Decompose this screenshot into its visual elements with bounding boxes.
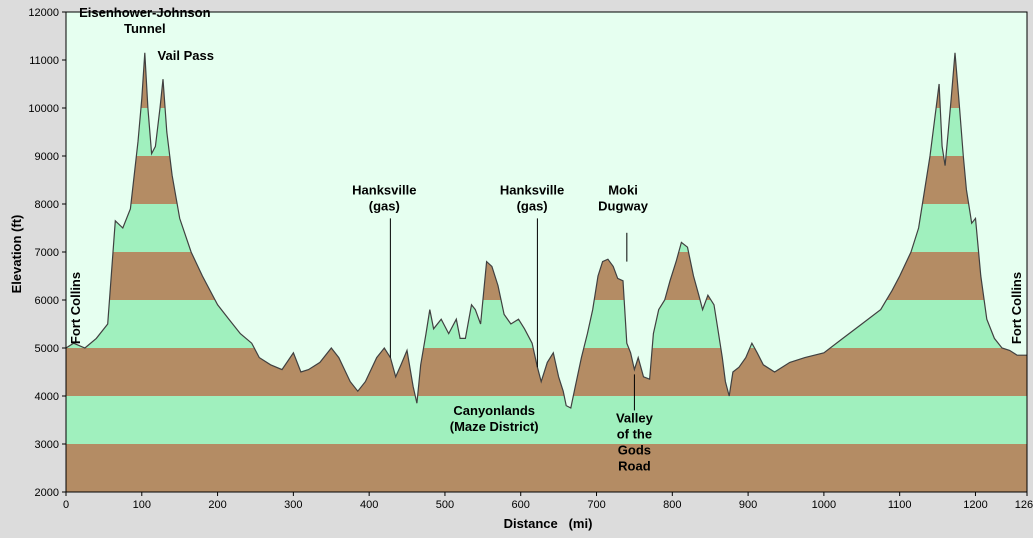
- x-tick-label: 1268: [1015, 499, 1033, 511]
- elevation-profile-line: [65, 52, 1027, 409]
- x-tick-label: 1200: [963, 499, 987, 511]
- annotation-label: Moki Dugway: [598, 182, 649, 213]
- x-tick-label: 100: [133, 499, 151, 511]
- y-tick-label: 4000: [35, 391, 59, 403]
- x-tick-label: 400: [360, 499, 378, 511]
- annotation-label: Canyonlands (Maze District): [450, 403, 539, 434]
- x-tick-label: 1100: [888, 499, 912, 511]
- annotation-label: Fort Collins: [68, 272, 83, 344]
- y-tick-label: 12000: [28, 7, 59, 19]
- x-tick-label: 800: [663, 499, 681, 511]
- x-tick-label: 700: [587, 499, 605, 511]
- x-tick-label: 200: [208, 499, 226, 511]
- y-tick-label: 6000: [35, 295, 59, 307]
- annotation-label: Valley of the Gods Road: [616, 410, 654, 473]
- x-tick-label: 300: [284, 499, 302, 511]
- y-axis-label: Elevation (ft): [9, 215, 24, 294]
- elevation-band: [66, 444, 1027, 492]
- x-tick-label: 600: [512, 499, 530, 511]
- y-tick-label: 10000: [28, 103, 59, 115]
- annotations: Eisenhower-Johnson Tunnel Vail Pass Hanksvi…: [68, 5, 1024, 474]
- y-tick-label: 5000: [35, 343, 59, 355]
- x-axis-label: Distance (mi): [504, 516, 593, 531]
- annotation-label: Hanksville (gas): [352, 182, 416, 213]
- annotation-label: Eisenhower-Johnson Tunnel: [79, 5, 211, 36]
- y-tick-label: 9000: [35, 151, 59, 163]
- y-tick-label: 7000: [35, 247, 59, 259]
- y-tick-label: 8000: [35, 199, 59, 211]
- y-tick-label: 3000: [35, 439, 59, 451]
- y-tick-label: 11000: [29, 55, 59, 67]
- x-tick-label: 1000: [812, 499, 836, 511]
- x-tick-label: 500: [436, 499, 454, 511]
- x-tick-label: 0: [63, 499, 69, 511]
- x-tick-label: 900: [739, 499, 757, 511]
- y-tick-label: 2000: [35, 487, 59, 499]
- elevation-band: [66, 396, 1027, 444]
- annotation-label: Hanksville (gas): [500, 182, 564, 213]
- axis-ticks: 2000300040005000600070008000900010000110…: [28, 7, 1033, 511]
- annotation-label: Vail Pass: [158, 48, 214, 63]
- annotation-label: Fort Collins: [1009, 272, 1024, 344]
